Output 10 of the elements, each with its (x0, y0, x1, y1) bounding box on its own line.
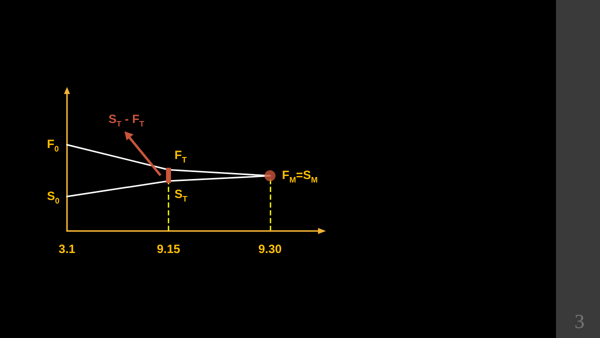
x-tick-label: 3.1 (58, 242, 76, 256)
annotation: S$_{0}$ (47, 188, 60, 205)
annotation: F$_{M}$=S$_{M}$ (282, 168, 318, 184)
annotation: F$_{T}$ (174, 148, 187, 164)
text: 3 (574, 311, 584, 334)
x-tick-label: 9.15 (156, 242, 180, 256)
annotation: S$_{T}$ (174, 186, 188, 204)
annotation: F$_{0}$ (47, 136, 59, 154)
x-tick-label: 9.30 (258, 242, 282, 256)
annotation: S$_{T}$ - F$_{T}$ (108, 112, 144, 129)
